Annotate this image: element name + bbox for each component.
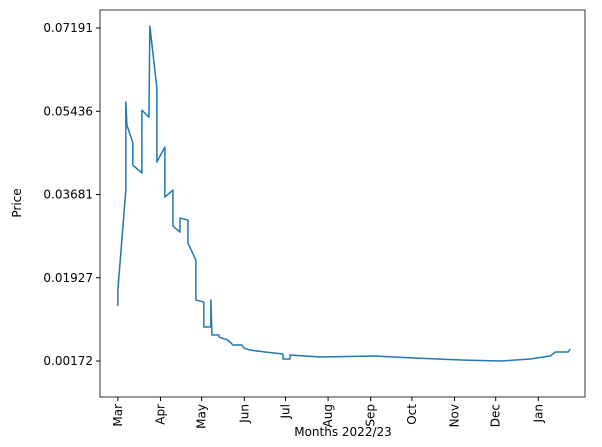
y-tick-label: 0.00172 xyxy=(43,354,93,368)
axes-frame xyxy=(99,9,586,398)
price-line xyxy=(117,25,571,362)
x-tick-label: Aug xyxy=(321,404,335,427)
x-tick-label: Jul xyxy=(278,404,292,419)
x-tick-label: Apr xyxy=(153,404,167,425)
x-tick-label: Oct xyxy=(405,404,419,425)
y-tick-label: 0.07191 xyxy=(43,21,93,35)
x-tick-label: Mar xyxy=(111,404,125,427)
x-tick-label: May xyxy=(195,404,209,429)
y-tick-label: 0.05436 xyxy=(43,104,93,118)
x-tick-label: Sep xyxy=(364,404,378,427)
y-tick-label: 0.03681 xyxy=(43,188,93,202)
x-tick-label: Dec xyxy=(489,404,503,427)
y-tick-label: 0.01927 xyxy=(43,271,93,285)
y-axis-label: Price xyxy=(10,188,24,217)
x-tick-label: Jun xyxy=(237,404,251,424)
x-tick-label: Jan xyxy=(531,404,545,424)
x-axis-label: Months 2022/23 xyxy=(294,425,392,439)
x-tick-label: Nov xyxy=(447,404,461,427)
